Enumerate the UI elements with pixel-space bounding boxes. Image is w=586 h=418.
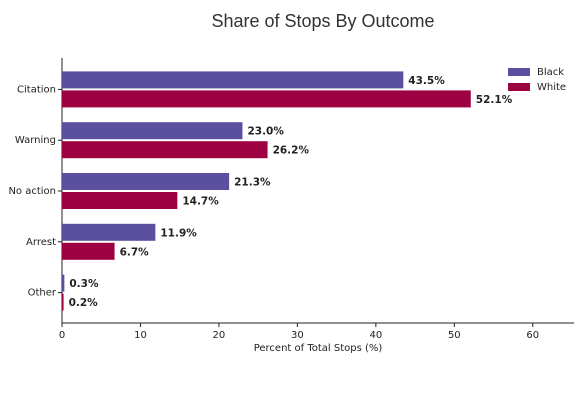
value-label: 43.5%: [408, 75, 445, 87]
legend-swatch: [508, 68, 530, 76]
y-tick-label: Arrest: [26, 237, 56, 248]
x-axis-label: Percent of Total Stops (%): [254, 343, 383, 354]
value-label: 21.3%: [234, 177, 271, 189]
y-tick-label: Other: [28, 288, 57, 299]
x-tick-label: 20: [213, 330, 226, 341]
y-tick-label: Citation: [17, 84, 56, 95]
x-tick-label: 60: [526, 330, 539, 341]
value-label: 14.7%: [182, 196, 219, 208]
chart-title: Share of Stops By Outcome: [211, 11, 434, 31]
bar: [62, 293, 64, 311]
value-label: 26.2%: [273, 145, 310, 157]
y-tick-label: Warning: [15, 135, 56, 146]
bar: [62, 90, 471, 108]
bar: [62, 223, 156, 241]
value-label: 11.9%: [160, 227, 197, 239]
bar: [62, 242, 115, 260]
value-label: 23.0%: [247, 126, 284, 138]
x-tick-label: 50: [448, 330, 461, 341]
bar: [62, 122, 243, 140]
x-tick-label: 30: [291, 330, 304, 341]
legend-label: Black: [537, 67, 564, 78]
value-label: 0.2%: [69, 297, 99, 309]
x-tick-label: 0: [59, 330, 65, 341]
value-label: 6.7%: [120, 246, 150, 258]
bar: [62, 192, 178, 209]
value-label: 52.1%: [476, 94, 513, 106]
bar: [62, 274, 65, 292]
legend-label: White: [537, 82, 566, 93]
bar: [62, 173, 230, 190]
legend-swatch: [508, 83, 530, 91]
bar: [62, 71, 404, 89]
x-tick-label: 10: [134, 330, 147, 341]
y-tick-label: No action: [8, 186, 56, 197]
bar: [62, 141, 268, 159]
x-tick-label: 40: [369, 330, 382, 341]
value-label: 0.3%: [69, 278, 99, 290]
